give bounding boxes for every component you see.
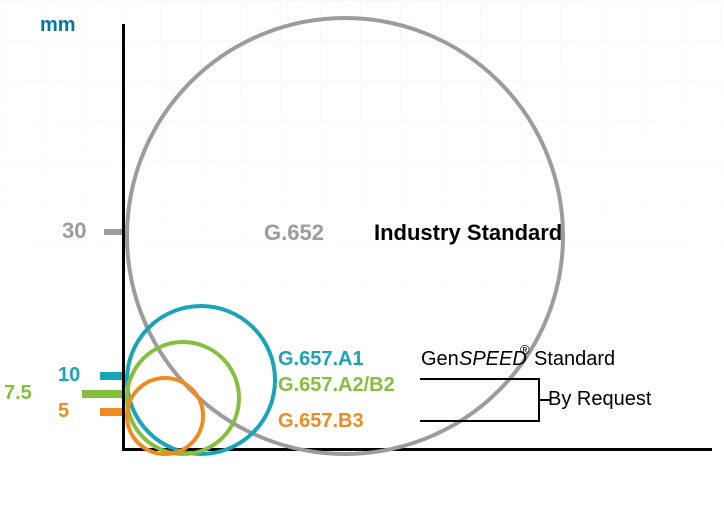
y-tick [100,408,122,416]
chart-label-lbl_a1: G.657.A1 [278,348,364,371]
bracket-segment [538,399,550,401]
chart-label-lbl_genspeed_a: Gen [421,348,459,371]
bend-radius-circle-g657_b3 [125,376,205,456]
y-tick-label: 5 [58,400,69,423]
chart-label-lbl_byrequest: By Request [548,388,651,411]
chart-label-lbl_g652: G.652 [264,220,324,246]
bracket-segment [420,420,538,422]
chart-label-lbl_genspeed_b: SPEED [459,348,527,371]
y-tick [82,390,122,398]
y-tick-label: 7.5 [4,382,32,405]
y-tick-label: 10 [58,364,80,387]
y-tick [104,229,122,235]
axis-unit-label: mm [40,14,76,37]
chart-label-lbl_b3: G.657.B3 [278,410,364,433]
bracket-segment [420,378,538,380]
chart-label-lbl_industry: Industry Standard [374,220,562,246]
chart-label-lbl_genspeed_r: ® [520,342,530,357]
chart-label-lbl_a2b2: G.657.A2/B2 [278,374,395,397]
y-tick-label: 30 [62,218,86,244]
chart-label-lbl_standard: Standard [534,348,615,371]
y-tick [100,372,122,380]
